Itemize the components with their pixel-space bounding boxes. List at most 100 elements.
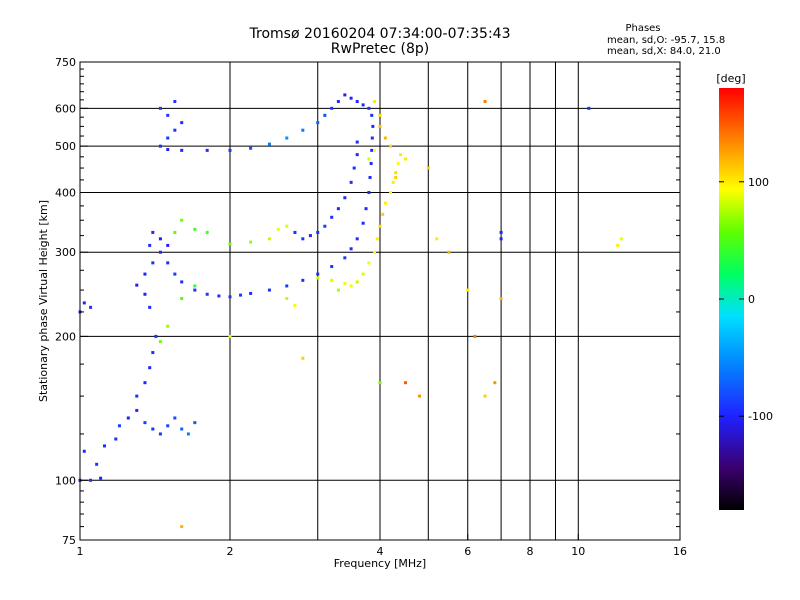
o-mode-point	[336, 100, 340, 104]
x-mode-point	[396, 161, 400, 165]
x-mode-point	[285, 297, 289, 301]
x-mode-point	[180, 218, 184, 222]
o-mode-point	[371, 124, 375, 128]
x-mode-point	[389, 144, 393, 148]
o-mode-point	[368, 175, 372, 179]
o-mode-point	[330, 215, 334, 219]
x-tick-label: 10	[571, 545, 585, 558]
o-mode-point	[267, 142, 271, 146]
x-mode-point	[378, 381, 382, 385]
o-mode-point	[370, 148, 374, 152]
y-tick-label: 300	[55, 246, 76, 259]
o-mode-point	[352, 166, 356, 170]
o-mode-point	[330, 106, 334, 110]
o-mode-point	[148, 243, 152, 247]
x-axis-label: Frequency [MHz]	[334, 557, 426, 570]
o-mode-point	[228, 295, 232, 299]
o-mode-point	[361, 103, 365, 107]
o-mode-point	[367, 106, 371, 110]
x-mode-point	[403, 381, 407, 385]
x-mode-point	[343, 282, 347, 286]
o-mode-point	[323, 224, 327, 228]
o-mode-point	[499, 230, 503, 234]
x-mode-point	[276, 227, 280, 231]
o-mode-point	[151, 427, 155, 431]
o-mode-point	[293, 230, 297, 234]
x-mode-point	[417, 394, 421, 398]
o-mode-point	[99, 476, 103, 480]
o-mode-point	[158, 250, 162, 254]
o-mode-point	[158, 106, 162, 110]
y-tick-label: 400	[55, 186, 76, 199]
x-mode-point	[330, 278, 334, 282]
o-mode-point	[349, 96, 353, 100]
x-tick-label: 16	[673, 545, 687, 558]
o-mode-point	[143, 421, 147, 425]
x-mode-point	[373, 100, 377, 104]
x-mode-point	[180, 525, 184, 529]
o-mode-point	[239, 293, 243, 297]
x-mode-point	[285, 224, 289, 228]
o-mode-point	[369, 161, 373, 165]
x-mode-point	[228, 334, 232, 338]
o-mode-point	[193, 421, 197, 425]
x-mode-point	[355, 280, 359, 284]
x-mode-point	[193, 284, 197, 288]
y-axis-ticks: 75 100 200 300 400 500 600 750	[55, 56, 680, 547]
o-mode-point	[267, 288, 271, 292]
x-mode-point	[619, 237, 623, 241]
colorbar-tick-label: 100	[748, 176, 769, 189]
x-mode-point	[381, 212, 385, 216]
o-mode-point	[361, 221, 365, 225]
x-mode-point	[394, 171, 398, 175]
o-mode-point	[135, 283, 139, 287]
x-mode-point	[473, 334, 477, 338]
x-tick-label: 8	[527, 545, 534, 558]
o-mode-point	[249, 291, 253, 295]
x-tick-label: 2	[227, 545, 234, 558]
o-mode-point	[180, 427, 184, 431]
o-mode-point	[249, 146, 253, 150]
o-mode-point	[316, 230, 320, 234]
x-mode-point	[375, 237, 379, 241]
y-tick-label: 75	[62, 534, 76, 547]
o-mode-point	[126, 416, 130, 420]
x-mode-point	[267, 237, 271, 241]
o-mode-point	[370, 136, 374, 140]
x-mode-point	[378, 224, 382, 228]
x-mode-point	[173, 230, 177, 234]
x-mode-point	[435, 237, 439, 241]
o-mode-point	[151, 230, 155, 234]
o-mode-point	[151, 351, 155, 355]
x-mode-point	[493, 381, 497, 385]
x-mode-point	[389, 190, 393, 194]
o-mode-point	[186, 432, 190, 436]
o-mode-point	[343, 93, 347, 97]
chart-title: Tromsø 20160204 07:34:00-07:35:43	[249, 26, 511, 42]
y-axis-label: Stationary phase Virtual Height [km]	[37, 200, 50, 402]
o-mode-point	[158, 144, 162, 148]
colorbar-label: [deg]	[716, 72, 745, 85]
x-mode-point	[228, 242, 232, 246]
grid-lines	[80, 62, 680, 540]
x-mode-point	[336, 288, 340, 292]
o-mode-point	[217, 294, 221, 298]
o-mode-point	[82, 301, 86, 305]
x-mode-point	[426, 166, 430, 170]
o-mode-point	[285, 284, 289, 288]
o-mode-point	[301, 128, 305, 132]
o-mode-point	[349, 247, 353, 251]
o-mode-point	[205, 148, 209, 152]
o-mode-point	[301, 237, 305, 241]
colorbar-tick-label: -100	[748, 410, 773, 423]
stats-heading: Phases	[625, 23, 660, 34]
o-mode-point	[180, 280, 184, 284]
o-mode-point	[587, 106, 591, 110]
x-mode-point	[383, 136, 387, 140]
y-tick-label: 750	[55, 56, 76, 69]
o-mode-point	[499, 237, 503, 241]
x-mode-point	[249, 240, 253, 244]
o-mode-point	[95, 462, 99, 466]
o-mode-point	[151, 261, 155, 265]
